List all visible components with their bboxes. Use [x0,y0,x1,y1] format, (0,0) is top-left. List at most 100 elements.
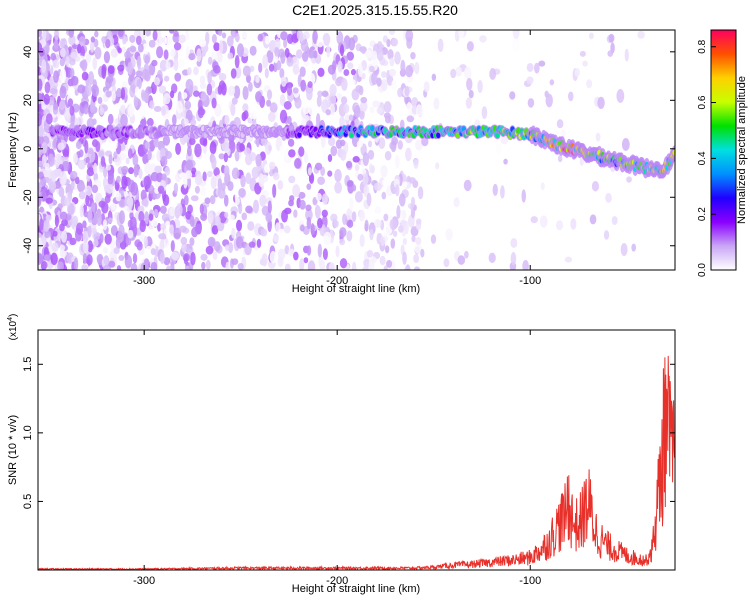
noise-blob [510,252,517,266]
noise-blob [351,211,357,223]
noise-blob [89,40,95,53]
noise-blob [275,222,281,233]
x-tick-label: -200 [326,275,348,287]
noise-blob [43,93,50,105]
noise-blob [146,117,154,127]
noise-blob [173,227,182,240]
spectrogram-ridge [48,124,675,179]
noise-blob [72,215,79,227]
noise-blob [380,164,388,178]
noise-blob [58,186,65,198]
noise-blob [509,91,516,100]
noise-blob [171,251,180,261]
noise-blob [105,38,111,49]
noise-blob [97,96,103,104]
noise-blob [389,218,398,231]
noise-blob [200,213,208,221]
noise-blob [68,34,76,46]
noise-blob [54,30,59,41]
noise-blob [49,88,58,95]
noise-blob [346,230,353,242]
noise-blob [306,245,312,256]
noise-blob [371,50,378,61]
y-tick-label: 1.5 [22,357,34,372]
noise-blob [86,83,92,96]
noise-blob [217,178,223,191]
noise-blob [388,68,397,77]
noise-blob [262,54,269,69]
noise-blob [352,156,360,163]
noise-blob [67,98,74,107]
noise-blob [582,60,588,67]
noise-blob [207,212,214,224]
noise-blob [390,238,396,249]
noise-blob [209,141,217,155]
noise-blob [117,47,122,54]
noise-blob [260,137,268,146]
noise-blob [186,67,192,76]
noise-blob [84,185,93,197]
noise-blob [170,240,175,253]
noise-blob [194,143,202,158]
noise-blob [383,213,389,222]
noise-blob [284,47,290,58]
noise-blob [376,77,382,87]
noise-blob [199,203,204,215]
noise-blob [317,90,323,98]
noise-blob [79,196,85,207]
noise-blob [307,260,316,270]
noise-blob [164,36,173,46]
noise-blob [169,90,175,99]
noise-blob [40,177,46,187]
noise-blob [463,179,472,192]
noise-blob [188,137,196,146]
noise-blob [81,59,88,72]
noise-blob [257,33,263,42]
y-tick-label: 0.5 [22,494,34,509]
snr-y-ticks: 0.5 1.0 1.5 [22,357,675,509]
noise-blob [527,98,535,108]
noise-blob [328,137,336,147]
noise-blob [204,197,211,205]
noise-blob [396,205,401,219]
noise-blob [153,138,160,148]
noise-blob [118,255,125,262]
noise-blob [266,49,274,64]
noise-blob [158,233,167,240]
noise-blob [379,255,386,266]
noise-blob [38,171,44,180]
noise-blob [170,48,176,58]
noise-blob [402,174,407,183]
noise-blob [234,55,240,69]
x-tick-label: -300 [133,575,155,587]
noise-blob [252,199,260,214]
colorbar-gradient [711,30,736,270]
noise-blob [383,265,388,270]
noise-blob [190,251,196,266]
noise-blob [59,244,66,252]
noise-blob [367,149,375,160]
noise-blob [188,52,196,61]
noise-blob [465,97,472,109]
noise-blob [128,197,133,211]
noise-blob [320,134,326,149]
noise-blob [65,56,70,68]
noise-blob [173,182,179,195]
noise-blob [118,198,126,208]
noise-blob [264,235,269,246]
noise-blob [214,241,221,252]
noise-blob [176,100,183,114]
noise-blob [45,214,52,221]
noise-blob [283,100,292,110]
noise-blob [144,54,150,64]
noise-blob [283,225,291,234]
noise-blob [351,184,357,192]
noise-blob [59,248,65,258]
noise-blob [415,236,422,245]
noise-blob [98,200,106,208]
noise-blob [351,261,357,270]
noise-blob [386,38,391,48]
x-tick-label: -100 [519,275,541,287]
noise-blob [405,264,411,270]
noise-blob [117,64,125,72]
